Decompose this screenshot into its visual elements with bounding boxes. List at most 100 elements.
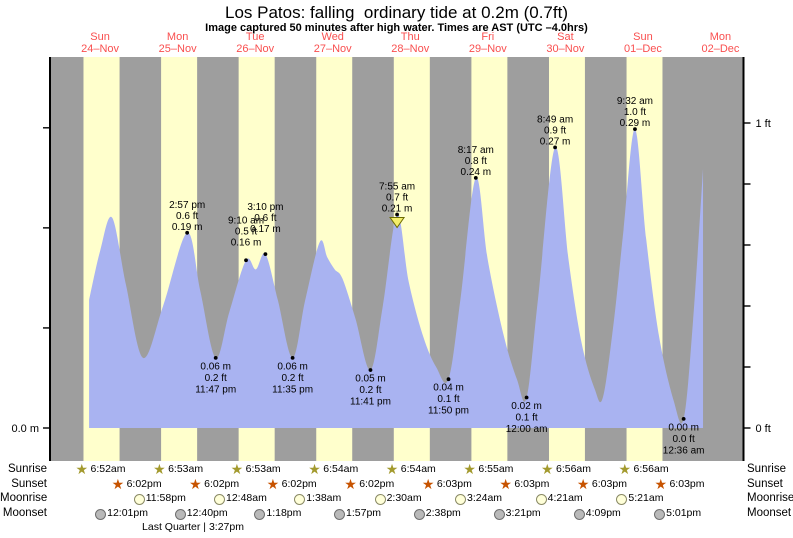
moonset-time: 2:38pm: [425, 506, 461, 519]
high-tide-dot: [244, 258, 248, 263]
moonrise-circle-icon: [374, 494, 386, 505]
high-tide-dot: [633, 127, 637, 131]
low-tide-annotation: 0.05 m: [355, 374, 386, 385]
high-tide-annotation: 3:10 pm: [247, 202, 283, 213]
astro-row-label-left-moonset: Moonset: [2, 506, 47, 519]
high-tide-annotation: 0.16 m: [231, 237, 262, 248]
sunrise-time: 6:53am: [245, 463, 281, 475]
moonrise-time: 1:38am: [306, 492, 342, 504]
low-tide-dot: [290, 355, 295, 360]
day-label-date: 24–Nov: [81, 43, 120, 55]
astro-row-label-right-moonset: Moonset: [747, 506, 792, 519]
low-tide-annotation: 0.02 m: [511, 401, 542, 412]
moonrise-time: 3:24am: [467, 492, 503, 504]
day-label: Tue 26–Nov: [236, 31, 275, 55]
day-label-date: 26–Nov: [236, 43, 275, 55]
right-axis-label-0ft: 0 ft: [756, 423, 771, 435]
moon-phase-note: Last Quarter | 3:27pm: [142, 521, 244, 533]
sunrise-star-icon: ★: [463, 461, 476, 477]
high-tide-dot: [395, 212, 399, 217]
low-tide-annotation: 11:41 pm: [350, 397, 391, 408]
sunset-time: 6:02pm: [126, 477, 162, 490]
moonset-circle-icon: [254, 508, 266, 520]
high-tide-annotation: 0.5 ft: [235, 226, 257, 237]
astro-row-label-left-sunset: Sunset: [11, 477, 47, 490]
day-label: Fri 29–Nov: [468, 31, 507, 55]
day-label: Wed 27–Nov: [313, 31, 352, 55]
low-tide-dot: [368, 368, 373, 372]
moonset-time: 12:01pm: [107, 506, 148, 519]
low-tide-dot: [213, 355, 218, 360]
low-tide-annotation: 11:47 pm: [195, 384, 236, 395]
moonset-time: 12:40pm: [186, 506, 228, 519]
moonrise-circle-icon: [535, 494, 547, 505]
sunrise-star-icon: ★: [230, 461, 244, 477]
low-tide-annotation: 11:50 pm: [428, 406, 469, 417]
high-tide-annotation: 9:32 am: [617, 96, 653, 107]
high-tide-annotation: 9:10 am: [228, 215, 264, 226]
high-tide-annotation: 0.17 m: [250, 224, 281, 235]
moonrise-circle-icon: [133, 494, 145, 505]
low-tide-annotation: 12:00 am: [506, 424, 548, 435]
moonset-circle-icon: [493, 508, 505, 520]
sunrise-star-icon: ★: [75, 461, 89, 477]
sunrise-star-icon: ★: [153, 461, 166, 477]
moonrise-time: 12:48am: [225, 492, 267, 504]
day-label: Sat 30–Nov: [546, 31, 585, 55]
sunset-star-icon: ★: [266, 475, 280, 492]
day-label-date: 25–Nov: [158, 43, 197, 55]
day-label-date: 02–Dec: [701, 43, 740, 55]
low-tide-annotation: 0.06 m: [200, 361, 231, 372]
high-tide-annotation: 8:17 am: [458, 145, 494, 156]
high-tide-annotation: 0.21 m: [382, 204, 413, 215]
moonset-time: 1:18pm: [266, 506, 302, 519]
low-tide-annotation: 0.1 ft: [515, 413, 537, 424]
high-tide-annotation: 2:57 pm: [169, 200, 205, 211]
day-label-date: 01–Dec: [623, 43, 662, 55]
moonset-time: 3:21pm: [505, 506, 541, 519]
moonset-circle-icon: [334, 508, 346, 520]
sunrise-time: 6:54am: [400, 463, 436, 475]
astro-row-label-left-moonrise: Moonrise: [0, 492, 48, 504]
sunset-time: 6:03pm: [514, 477, 550, 490]
current-tide-triangle-icon: [389, 217, 406, 229]
low-tide-annotation: 0.2 ft: [281, 373, 303, 384]
high-tide-annotation: 0.7 ft: [386, 193, 408, 204]
astro-row-label-right-sunset: Sunset: [747, 477, 783, 490]
low-tide-dot: [446, 377, 451, 382]
day-label: Sun 01–Dec: [623, 31, 662, 55]
low-tide-annotation: 0.00 m: [668, 422, 699, 433]
sunset-time: 6:03pm: [436, 477, 472, 490]
sunrise-star-icon: ★: [385, 461, 399, 477]
moonset-circle-icon: [654, 508, 666, 520]
moonset-time: 1:57pm: [346, 506, 382, 519]
sunrise-star-icon: ★: [618, 461, 632, 477]
day-label-date: 29–Nov: [468, 43, 507, 55]
low-tide-dot: [681, 416, 686, 421]
low-tide-annotation: 11:35 pm: [272, 384, 313, 395]
low-tide-dot: [524, 395, 529, 400]
high-tide-annotation: 0.6 ft: [176, 211, 198, 222]
high-tide-dot: [473, 176, 478, 180]
sunset-time: 6:02pm: [204, 477, 240, 490]
day-label: Mon 02–Dec: [701, 31, 740, 55]
sunrise-time: 6:55am: [478, 463, 514, 475]
astro-row-label-right-moonrise: Moonrise: [747, 492, 793, 504]
moonrise-circle-icon: [213, 494, 225, 505]
sunset-star-icon: ★: [499, 475, 512, 492]
sunset-star-icon: ★: [654, 475, 668, 492]
sunset-star-icon: ★: [344, 475, 357, 492]
moonrise-time: 11:58pm: [145, 492, 186, 504]
moonrise-circle-icon: [616, 494, 628, 505]
high-tide-annotation: 8:49 am: [537, 114, 573, 125]
astro-row-label-right-sunrise: Sunrise: [747, 463, 786, 475]
low-tide-annotation: 0.06 m: [277, 361, 308, 372]
astro-row-label-left-sunrise: Sunrise: [8, 463, 47, 475]
high-tide-dot: [263, 252, 268, 257]
sunrise-time: 6:53am: [168, 463, 204, 475]
day-label: Mon 25–Nov: [158, 31, 197, 55]
sunrise-time: 6:52am: [90, 463, 126, 475]
moonset-circle-icon: [174, 508, 186, 520]
sunrise-time: 6:56am: [556, 463, 592, 475]
high-tide-annotation: 7:55 am: [379, 182, 415, 193]
